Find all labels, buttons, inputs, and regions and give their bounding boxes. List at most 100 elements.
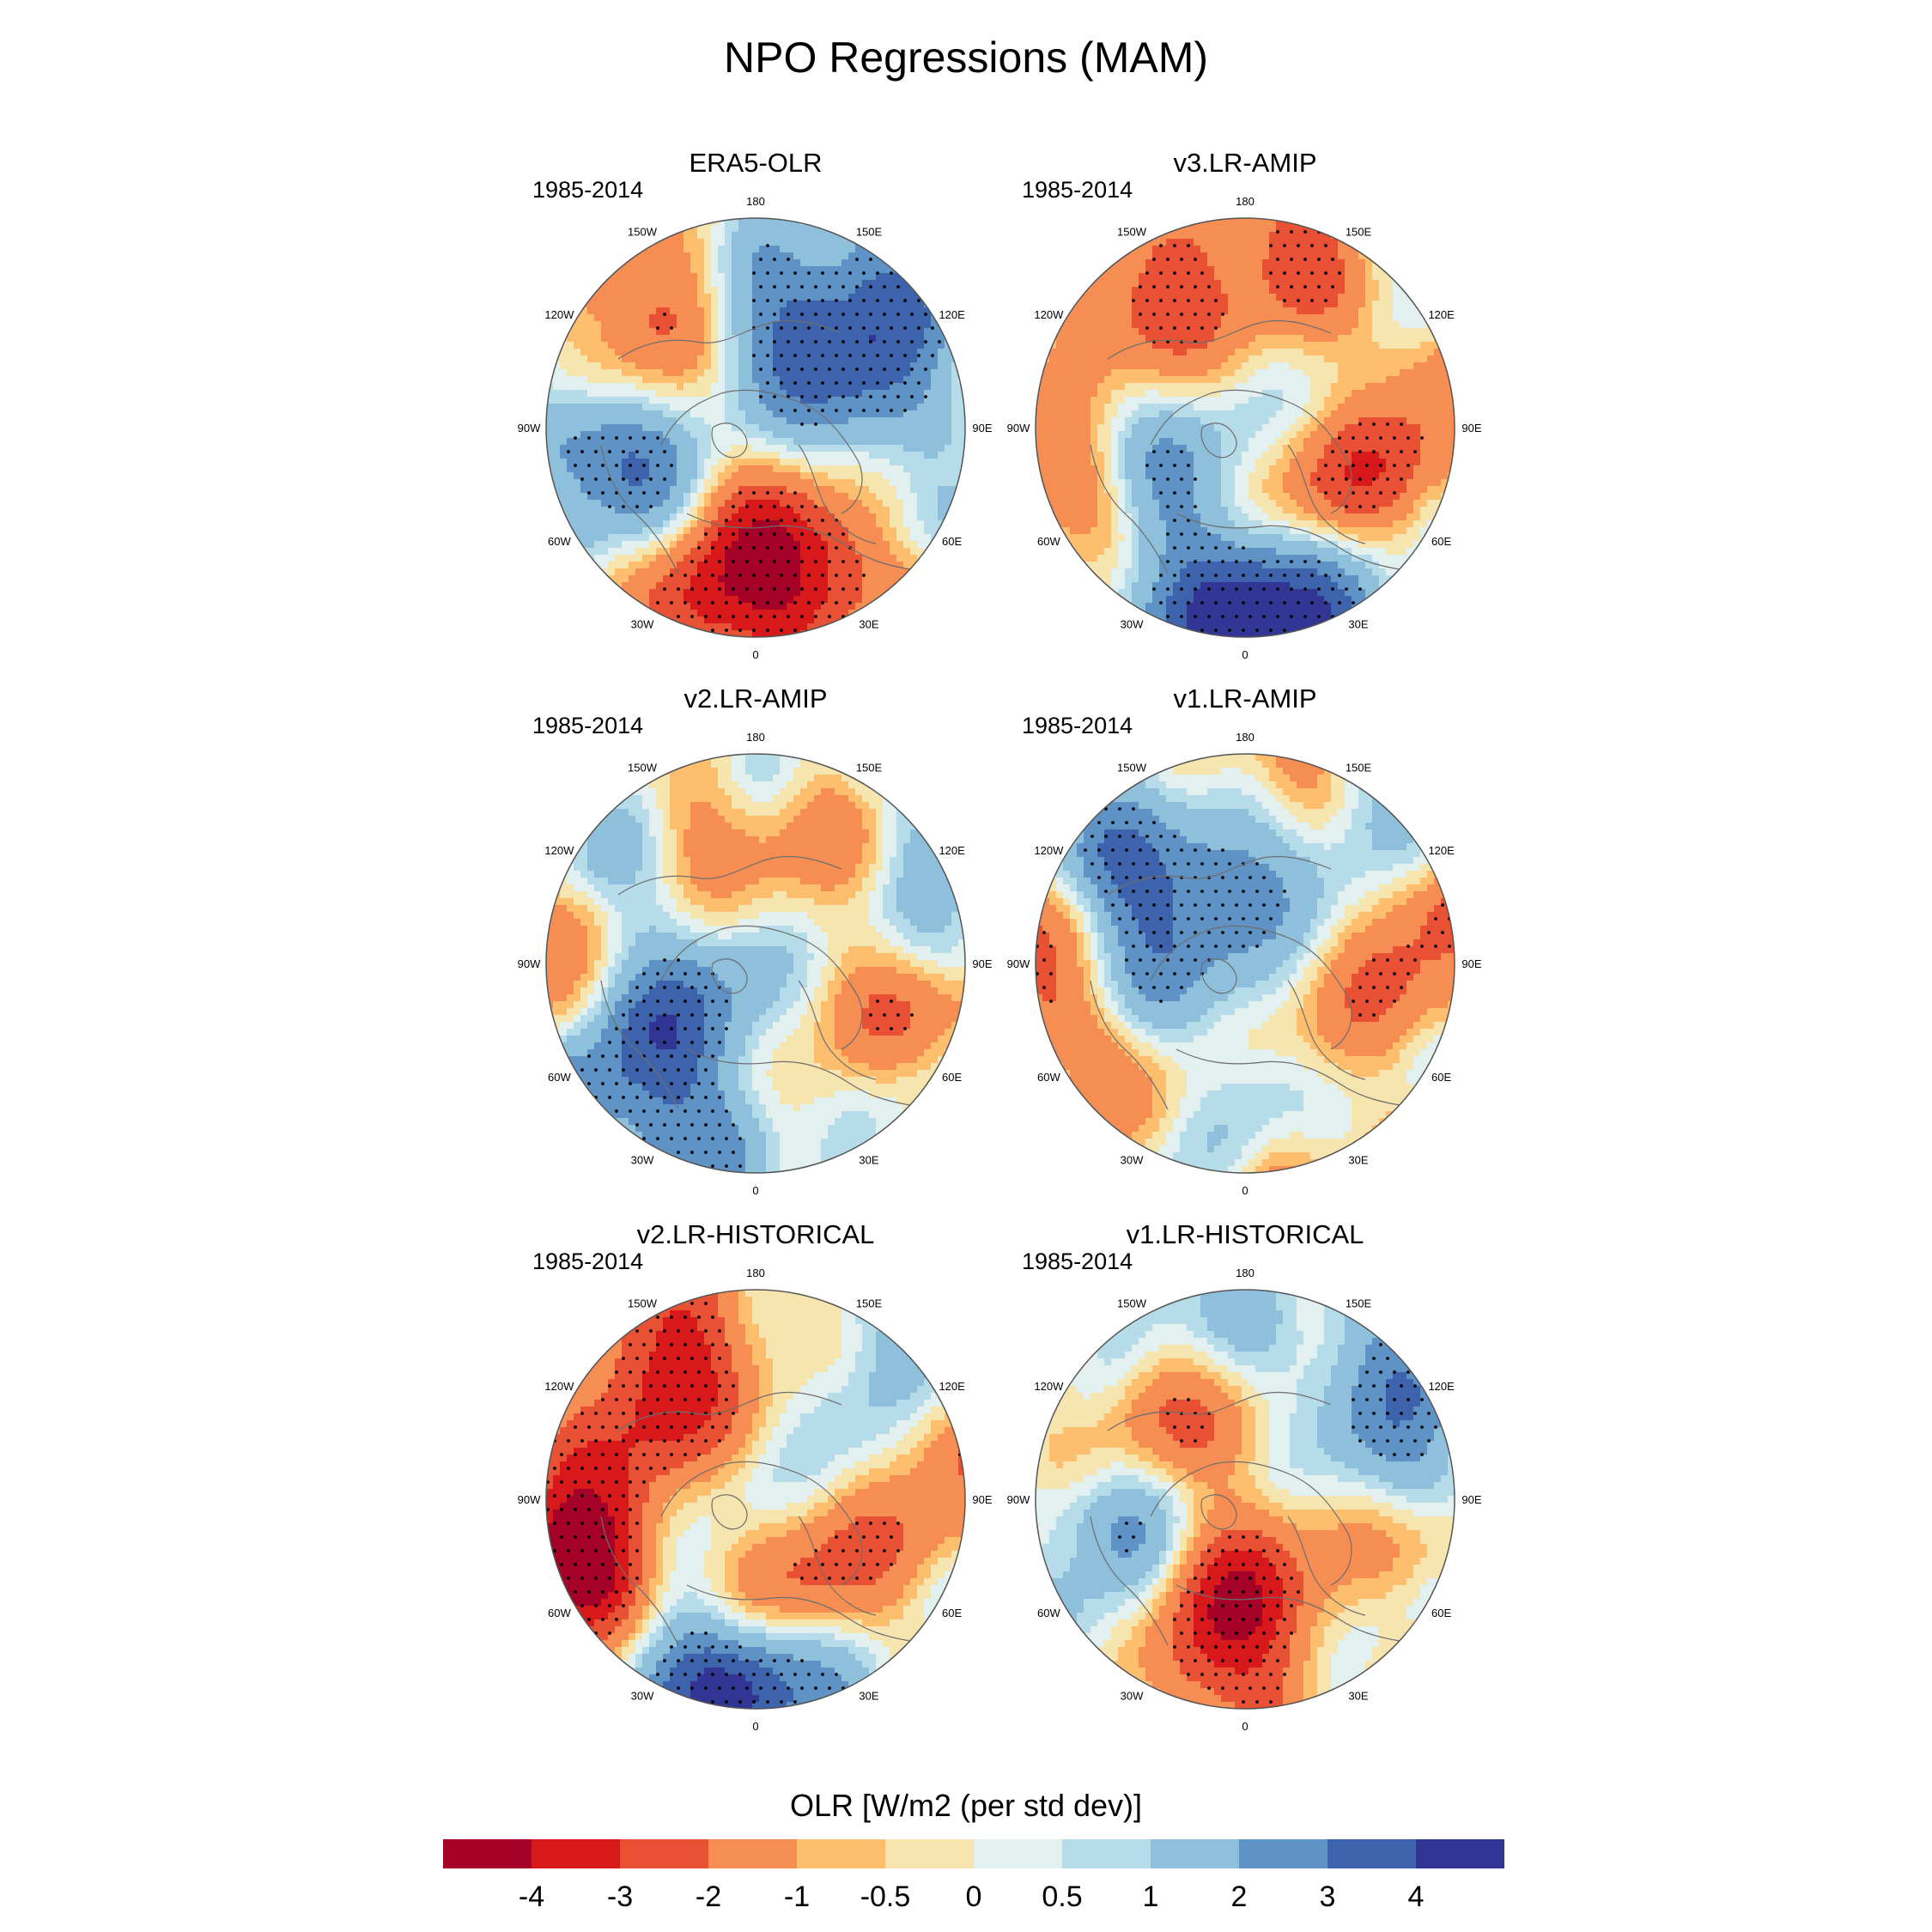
longitude-label: 60E <box>942 1607 962 1619</box>
longitude-label: 90E <box>972 422 992 434</box>
longitude-label: 120E <box>1428 308 1455 321</box>
longitude-label: 180 <box>746 731 765 744</box>
longitude-label: 30W <box>631 618 654 631</box>
significance-stipple <box>1036 807 1451 1017</box>
map-panel: ERA5-OLR 1985-2014 180 150E 120E 90E 60E 30E 0 30… <box>515 148 996 668</box>
longitude-label: 0 <box>752 648 758 661</box>
longitude-label: 150W <box>628 225 658 238</box>
longitude-label: 0 <box>1242 1184 1248 1197</box>
significance-stipple <box>1118 1343 1437 1704</box>
longitude-label: 150W <box>1117 761 1147 774</box>
panel-title: v2.LR-AMIP <box>515 683 996 714</box>
longitude-label: 0 <box>752 1720 758 1733</box>
longitude-label: 90W <box>518 422 541 434</box>
map-panel: v2.LR-HISTORICAL 1985-2014 180 150E 120E 90E 6… <box>515 1219 996 1740</box>
longitude-label: 150E <box>1346 1297 1372 1309</box>
longitude-label: 30E <box>1348 618 1368 631</box>
polar-map: 180 150E 120E 90E 60E 30E 0 30W 60W 90W 120W 150W <box>1007 731 1482 1197</box>
colorbar-segment <box>885 1839 975 1868</box>
longitude-label: 120E <box>939 1380 965 1393</box>
longitude-label: 120W <box>1034 308 1064 321</box>
longitude-label: 90W <box>518 957 541 970</box>
longitude-label: 150W <box>1117 225 1147 238</box>
map-border <box>1035 753 1455 1174</box>
polar-map: 180 150E 120E 90E 60E 30E 0 30W 60W 90W 120W 150W <box>518 195 993 661</box>
longitude-label: 60W <box>1037 1607 1060 1619</box>
longitude-label: 60E <box>1431 1071 1451 1084</box>
polar-map: 180 150E 120E 90E 60E 30E 0 30W 60W 90W 120W 150W <box>518 1267 993 1733</box>
olr-field <box>546 1290 965 1709</box>
longitude-label: 120W <box>544 1380 574 1393</box>
longitude-label: 0 <box>1242 1720 1248 1733</box>
longitude-label: 180 <box>746 1267 765 1279</box>
longitude-label: 90E <box>972 957 992 970</box>
polar-map: 180 150E 120E 90E 60E 30E 0 30W 60W 90W 120W 150W <box>1007 195 1482 661</box>
longitude-label: 90W <box>1007 422 1030 434</box>
longitude-label: 0 <box>752 1184 758 1197</box>
coastlines <box>600 1391 911 1646</box>
map-border <box>1035 1289 1455 1710</box>
longitude-label: 150W <box>628 1297 658 1309</box>
longitude-label: 30E <box>859 1154 878 1167</box>
colorbar-segment <box>1062 1839 1151 1868</box>
longitude-label: 150E <box>1346 761 1372 774</box>
longitude-label: 150E <box>856 1297 883 1309</box>
colorbar-tick-label: 0.5 <box>1042 1880 1082 1913</box>
map-panel: v1.LR-HISTORICAL 1985-2014 180 150E 120E 90E 6… <box>1005 1219 1485 1740</box>
longitude-label: 120E <box>939 308 965 321</box>
coastlines <box>1090 319 1400 574</box>
colorbar-tick-label: -2 <box>696 1880 721 1913</box>
longitude-label: 150W <box>628 761 658 774</box>
map-border <box>545 753 966 1174</box>
longitude-label: 90E <box>1461 422 1481 434</box>
longitude-label: 90E <box>972 1493 992 1506</box>
longitude-label: 150E <box>1346 225 1372 238</box>
colorbar-segment <box>532 1839 621 1868</box>
longitude-label: 90E <box>1461 1493 1481 1506</box>
olr-field <box>1036 1290 1455 1709</box>
longitude-label: 0 <box>1242 648 1248 661</box>
polar-map: 180 150E 120E 90E 60E 30E 0 30W 60W 90W 120W 150W <box>518 731 993 1197</box>
map-border <box>545 1289 966 1710</box>
longitude-label: 120W <box>544 844 574 857</box>
longitude-label: 60W <box>548 1607 571 1619</box>
longitude-label: 150E <box>856 761 883 774</box>
panel-title: v1.LR-HISTORICAL <box>1005 1219 1485 1250</box>
period-label: 1985-2014 <box>532 177 643 204</box>
period-label: 1985-2014 <box>532 1249 643 1275</box>
panel-title: v2.LR-HISTORICAL <box>515 1219 996 1250</box>
coastlines <box>600 855 911 1110</box>
period-label: 1985-2014 <box>532 713 643 739</box>
longitude-label: 90W <box>518 1493 541 1506</box>
colorbar-segment <box>620 1839 709 1868</box>
colorbar-segment <box>708 1839 798 1868</box>
period-label: 1985-2014 <box>1022 177 1133 204</box>
longitude-label: 30W <box>1121 1690 1144 1703</box>
colorbar-segment <box>443 1839 532 1868</box>
colorbar-segment <box>1327 1839 1417 1868</box>
colorbar-segment <box>1239 1839 1328 1868</box>
colorbar-title: OLR [W/m2 (per std dev)] <box>0 1788 1932 1824</box>
longitude-label: 30E <box>1348 1690 1368 1703</box>
significance-stipple <box>567 244 941 632</box>
longitude-label: 120E <box>939 844 965 857</box>
longitude-label: 30W <box>1121 1154 1144 1167</box>
longitude-label: 90W <box>1007 957 1030 970</box>
map-panel: v1.LR-AMIP 1985-2014 180 150E 120E 90E 60E 30E 0… <box>1005 683 1485 1204</box>
longitude-label: 120E <box>1428 1380 1455 1393</box>
colorbar-tick-label: -0.5 <box>860 1880 911 1913</box>
longitude-label: 90W <box>1007 1493 1030 1506</box>
longitude-label: 30W <box>631 1154 654 1167</box>
map-panel: v3.LR-AMIP 1985-2014 180 150E 120E 90E 60E 30E 0… <box>1005 148 1485 668</box>
colorbar-tick-label: 4 <box>1408 1880 1425 1913</box>
olr-field <box>546 218 965 637</box>
longitude-label: 30W <box>631 1690 654 1703</box>
longitude-label: 90E <box>1461 957 1481 970</box>
panel-title: v3.LR-AMIP <box>1005 148 1485 179</box>
colorbar-segment <box>974 1839 1063 1868</box>
longitude-label: 60E <box>942 1071 962 1084</box>
coastlines <box>1090 855 1400 1110</box>
longitude-label: 30E <box>859 618 878 631</box>
colorbar-segment <box>1416 1839 1504 1868</box>
map-panel: v2.LR-AMIP 1985-2014 180 150E 120E 90E 60E 30E 0… <box>515 683 996 1204</box>
